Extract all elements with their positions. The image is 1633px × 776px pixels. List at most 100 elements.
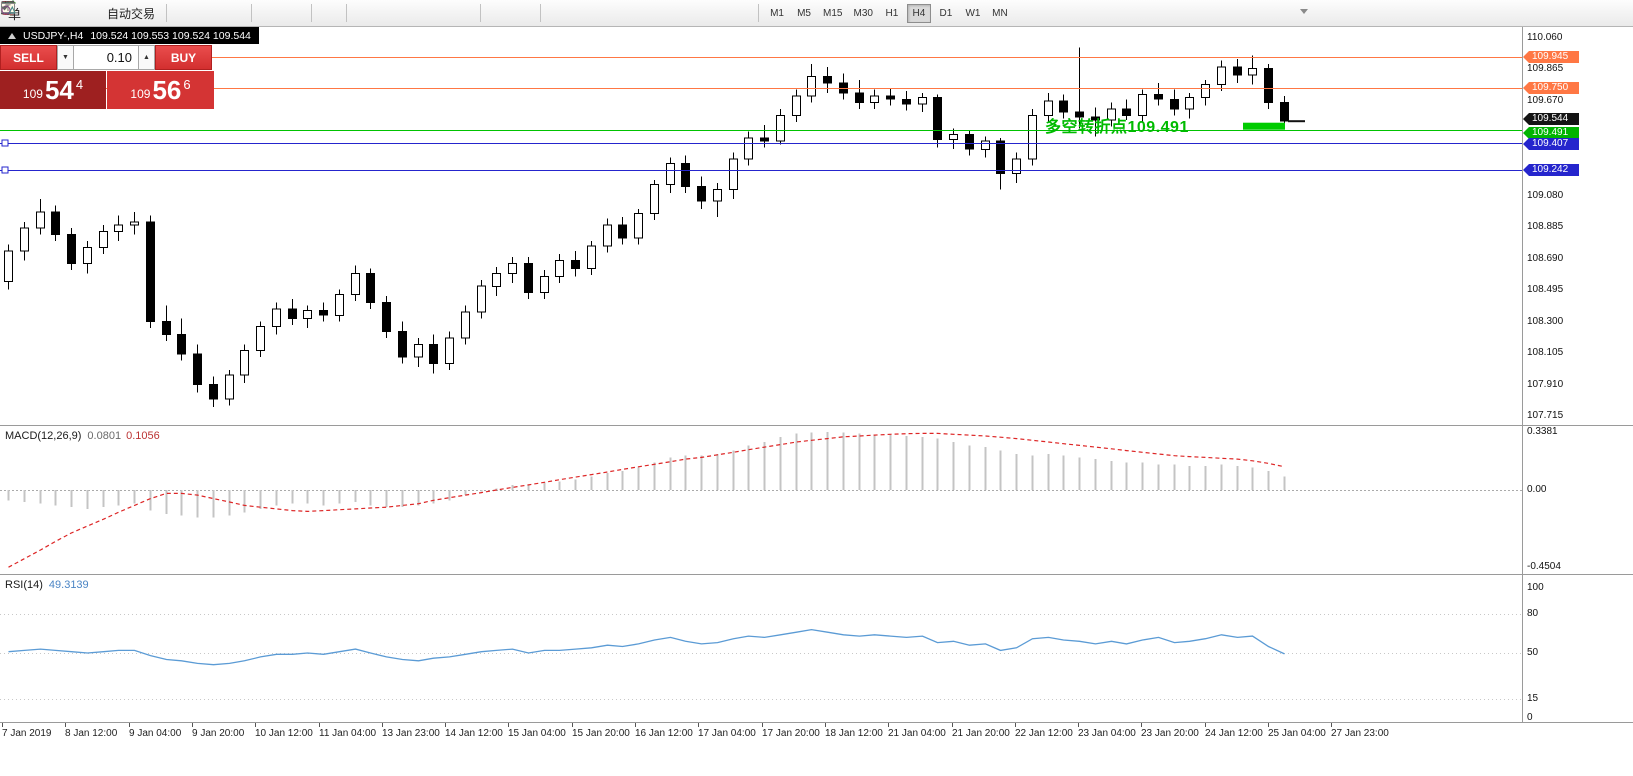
templates-dropdown-caret[interactable] xyxy=(1,2,475,24)
volume-increase-button[interactable]: ▲ xyxy=(138,45,155,70)
line-chart-icon[interactable] xyxy=(1,2,246,24)
horizontal-level-lines[interactable] xyxy=(0,57,1522,174)
timeframe-d1[interactable]: D1 xyxy=(934,4,958,23)
accounts-icon[interactable] xyxy=(2,2,75,24)
autotrade-label: 自动交易 xyxy=(107,6,156,21)
timeframe-m1[interactable]: M1 xyxy=(765,4,789,23)
rsi-indicator-panel[interactable]: RSI(14) 49.3139 xyxy=(0,575,1633,722)
rsi-axis-label: 0 xyxy=(1527,712,1533,723)
candlestick-plot-area[interactable] xyxy=(0,27,1522,425)
line-handle[interactable] xyxy=(1,139,9,147)
toolbar-overflow-chevron[interactable] xyxy=(1300,9,1308,14)
text-icon[interactable]: A xyxy=(4,1,695,24)
toolbar-separator xyxy=(758,4,760,22)
timeframe-m15[interactable]: M15 xyxy=(819,4,846,23)
timeframe-mn[interactable]: MN xyxy=(988,4,1012,23)
new-order-icon[interactable] xyxy=(1,1,50,24)
trendline-icon[interactable] xyxy=(1,1,620,24)
panel-splitter[interactable] xyxy=(0,574,1633,575)
time-axis-tick xyxy=(952,723,953,727)
price-tag: 109.407 xyxy=(1523,138,1579,150)
price-tag: 109.242 xyxy=(1523,164,1579,176)
shapes-dropdown-caret[interactable] xyxy=(1,2,753,24)
templates-icon[interactable] xyxy=(1,2,467,24)
sell-price-button[interactable]: 109 54 4 xyxy=(0,71,106,109)
macd-name: MACD(12,26,9) xyxy=(5,430,82,442)
panel-splitter[interactable] xyxy=(0,425,1633,426)
candlestick-chart-icon[interactable] xyxy=(1,1,221,24)
rsi-name: RSI(14) xyxy=(5,579,43,591)
sell-button[interactable]: SELL xyxy=(0,45,57,70)
toolbar-separator xyxy=(311,4,313,22)
time-axis-label: 24 Jan 12:00 xyxy=(1205,728,1263,739)
price-axis-label: 108.495 xyxy=(1527,284,1564,295)
macd-label: MACD(12,26,9) 0.0801 0.1056 xyxy=(5,430,160,442)
time-axis-label: 18 Jan 12:00 xyxy=(825,728,883,739)
sell-price-big: 54 xyxy=(44,75,74,105)
time-axis-label: 7 Jan 2019 xyxy=(2,728,52,739)
buy-price-button[interactable]: 109 56 6 xyxy=(107,71,214,109)
text-label-icon[interactable]: T xyxy=(1,2,720,24)
time-axis-tick xyxy=(508,723,509,727)
buy-price-pip: 6 xyxy=(183,76,191,92)
toolbar-separator xyxy=(251,4,253,22)
time-axis-tick xyxy=(1205,723,1206,727)
timeframe-w1[interactable]: W1 xyxy=(961,4,985,23)
time-axis-label: 8 Jan 12:00 xyxy=(65,728,118,739)
toolbar-separator xyxy=(540,4,542,22)
new-chart-icon[interactable] xyxy=(1,0,401,24)
shapes-icon[interactable] xyxy=(1,2,745,24)
crosshair-icon[interactable] xyxy=(1,1,535,24)
time-axis-label: 22 Jan 12:00 xyxy=(1015,728,1073,739)
price-tag: 109.750 xyxy=(1523,82,1579,94)
price-chart-panel[interactable]: USDJPY-,H4 109.524 109.553 109.524 109.5… xyxy=(0,27,1633,425)
time-axis[interactable]: 7 Jan 2019 8 Jan 12:00 9 Jan 04:00 9 Jan 20… xyxy=(0,723,1633,776)
time-axis-label: 9 Jan 20:00 xyxy=(192,728,245,739)
buy-button[interactable]: BUY xyxy=(155,45,212,70)
bar-chart-icon[interactable] xyxy=(2,2,196,24)
timeframe-m5[interactable]: M5 xyxy=(792,4,816,23)
time-axis-tick xyxy=(635,723,636,727)
horizontal-line-icon[interactable] xyxy=(1,2,595,24)
time-axis-label: 16 Jan 12:00 xyxy=(635,728,693,739)
macd-axis-label: -0.4504 xyxy=(1527,561,1561,572)
timeframe-m30[interactable]: M30 xyxy=(849,4,876,23)
panel-splitter[interactable] xyxy=(0,722,1633,723)
fibonacci-icon[interactable] xyxy=(2,2,670,24)
rsi-axis-label: 15 xyxy=(1527,693,1539,704)
zoom-in-icon[interactable] xyxy=(1,1,281,24)
time-axis-tick xyxy=(65,723,66,727)
price-axis-label: 108.885 xyxy=(1527,221,1564,232)
autotrade-button[interactable]: 自动交易 xyxy=(1,1,161,24)
pivot-annotation-marker[interactable] xyxy=(1243,122,1285,130)
price-axis-label: 110.060 xyxy=(1527,32,1563,43)
rsi-line xyxy=(8,628,1285,666)
community-icon[interactable] xyxy=(1,1,100,24)
time-axis-label: 17 Jan 04:00 xyxy=(698,728,756,739)
timeframe-h4[interactable]: H4 xyxy=(906,3,931,23)
time-axis-label: 17 Jan 20:00 xyxy=(762,728,820,739)
cursor-icon[interactable] xyxy=(5,1,510,24)
equidistant-channel-icon[interactable] xyxy=(0,2,645,24)
vertical-line-icon[interactable] xyxy=(7,1,570,24)
periods-icon[interactable] xyxy=(2,2,434,24)
toolbar-separator xyxy=(166,4,168,22)
new-chart-dropdown-caret[interactable] xyxy=(1,2,409,24)
price-axis-label: 108.690 xyxy=(1527,253,1564,264)
price-axis-label: 107.910 xyxy=(1527,379,1564,390)
pivot-annotation-text[interactable]: 多空转折点109.491 xyxy=(1045,119,1189,136)
time-axis-tick xyxy=(1331,723,1332,727)
macd-signal-value: 0.1056 xyxy=(126,430,160,442)
timeframe-h1[interactable]: H1 xyxy=(880,4,904,23)
volume-input[interactable] xyxy=(74,45,138,70)
one-click-trading-panel: SELL ▼ ▲ BUY 109 54 4 109 56 6 xyxy=(0,45,214,109)
tile-windows-icon[interactable] xyxy=(1,1,341,24)
line-handle[interactable] xyxy=(1,166,9,174)
indicators-icon[interactable] xyxy=(1,2,376,24)
volume-decrease-button[interactable]: ▼ xyxy=(57,45,74,70)
macd-indicator-panel[interactable]: MACD(12,26,9) 0.0801 0.1056 xyxy=(0,426,1633,574)
periods-dropdown-caret[interactable] xyxy=(1,2,442,24)
zoom-out-icon[interactable] xyxy=(1,1,306,24)
time-axis-label: 23 Jan 20:00 xyxy=(1141,728,1199,739)
